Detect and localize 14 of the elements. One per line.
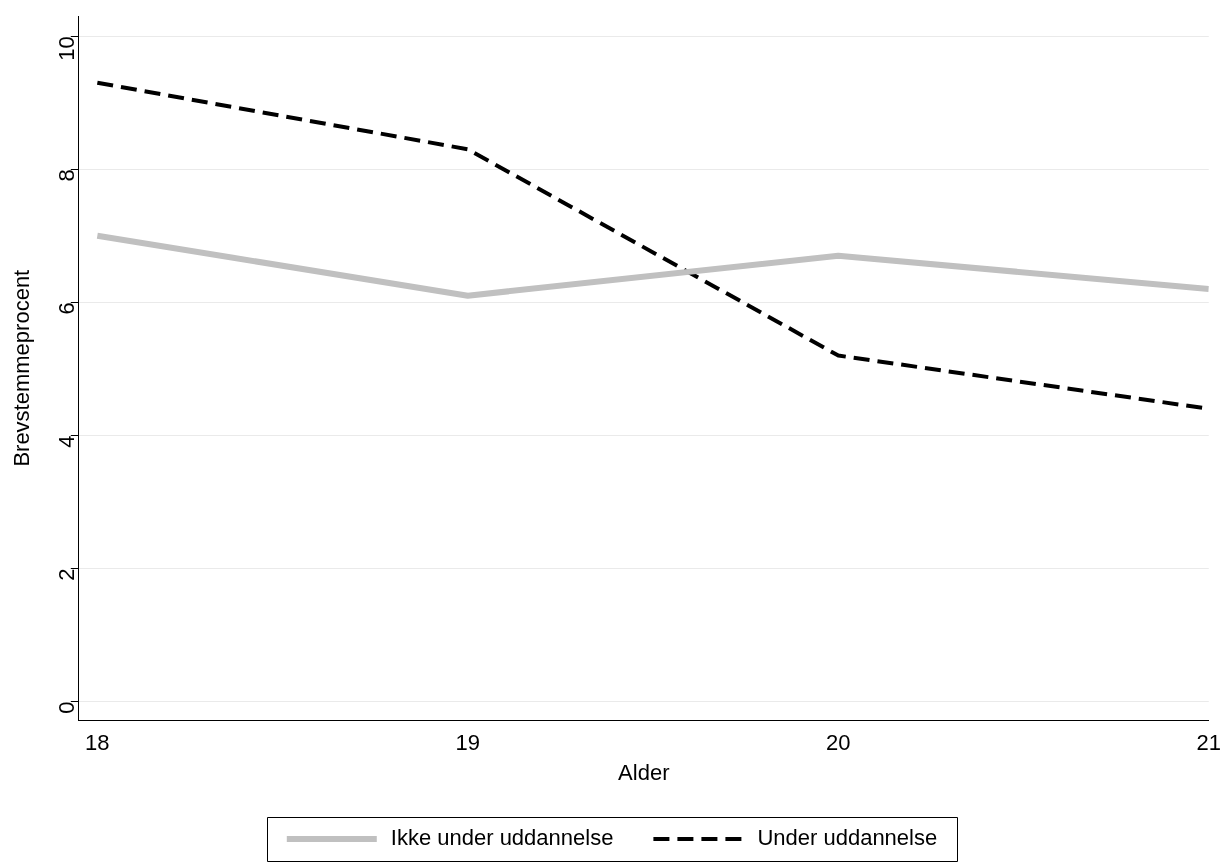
x-axis-title: Alder bbox=[618, 759, 670, 785]
x-tick-label: 19 bbox=[455, 730, 481, 756]
y-tick-label: 6 bbox=[53, 302, 79, 315]
y-tick-label: 0 bbox=[53, 701, 79, 714]
legend-label: Under uddannelse bbox=[757, 825, 938, 851]
x-tick-label: 20 bbox=[826, 730, 851, 756]
y-tick-label: 2 bbox=[53, 568, 79, 581]
y-tick-label: 4 bbox=[53, 435, 79, 448]
y-tick-label: 10 bbox=[53, 36, 79, 61]
y-axis-title: Brevstemmeprocent bbox=[9, 269, 35, 467]
y-tick-label: 8 bbox=[53, 169, 79, 182]
legend-label: Ikke under uddannelse bbox=[390, 825, 614, 851]
x-tick-label: 18 bbox=[85, 730, 110, 756]
x-tick-label: 21 bbox=[1196, 730, 1222, 756]
